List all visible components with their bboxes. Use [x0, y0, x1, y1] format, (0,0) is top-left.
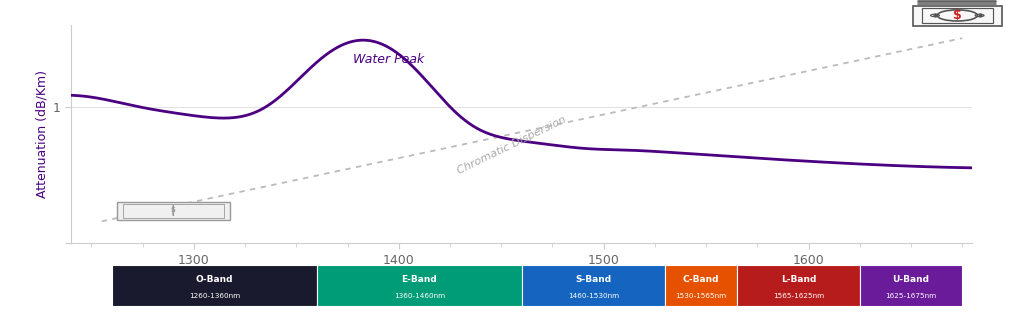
Text: $: $: [171, 207, 176, 213]
Text: 1565-1625nm: 1565-1625nm: [773, 293, 824, 299]
Text: Chromatic Dispersion: Chromatic Dispersion: [456, 115, 567, 177]
Text: E-Band: E-Band: [401, 275, 438, 284]
Text: C-Band: C-Band: [683, 275, 719, 284]
Text: L-Band: L-Band: [781, 275, 816, 284]
Text: O-Band: O-Band: [196, 275, 233, 284]
Text: 1360-1460nm: 1360-1460nm: [394, 293, 445, 299]
FancyBboxPatch shape: [913, 6, 1002, 26]
Text: 1625-1675nm: 1625-1675nm: [885, 293, 937, 299]
FancyBboxPatch shape: [118, 202, 230, 220]
Text: U-Band: U-Band: [892, 275, 930, 284]
Text: S-Band: S-Band: [575, 275, 612, 284]
Bar: [736, 265, 860, 306]
Text: 1460-1530nm: 1460-1530nm: [568, 293, 619, 299]
Bar: [111, 265, 317, 306]
Bar: [522, 265, 666, 306]
Text: 1530-1565nm: 1530-1565nm: [676, 293, 726, 299]
Bar: [860, 265, 962, 306]
Text: Water Peak: Water Peak: [353, 53, 424, 66]
Y-axis label: Attenuation (dB/Km): Attenuation (dB/Km): [35, 70, 49, 198]
Text: 1260-1360nm: 1260-1360nm: [188, 293, 240, 299]
Bar: [666, 265, 736, 306]
Bar: [317, 265, 522, 306]
Text: $: $: [953, 9, 961, 22]
